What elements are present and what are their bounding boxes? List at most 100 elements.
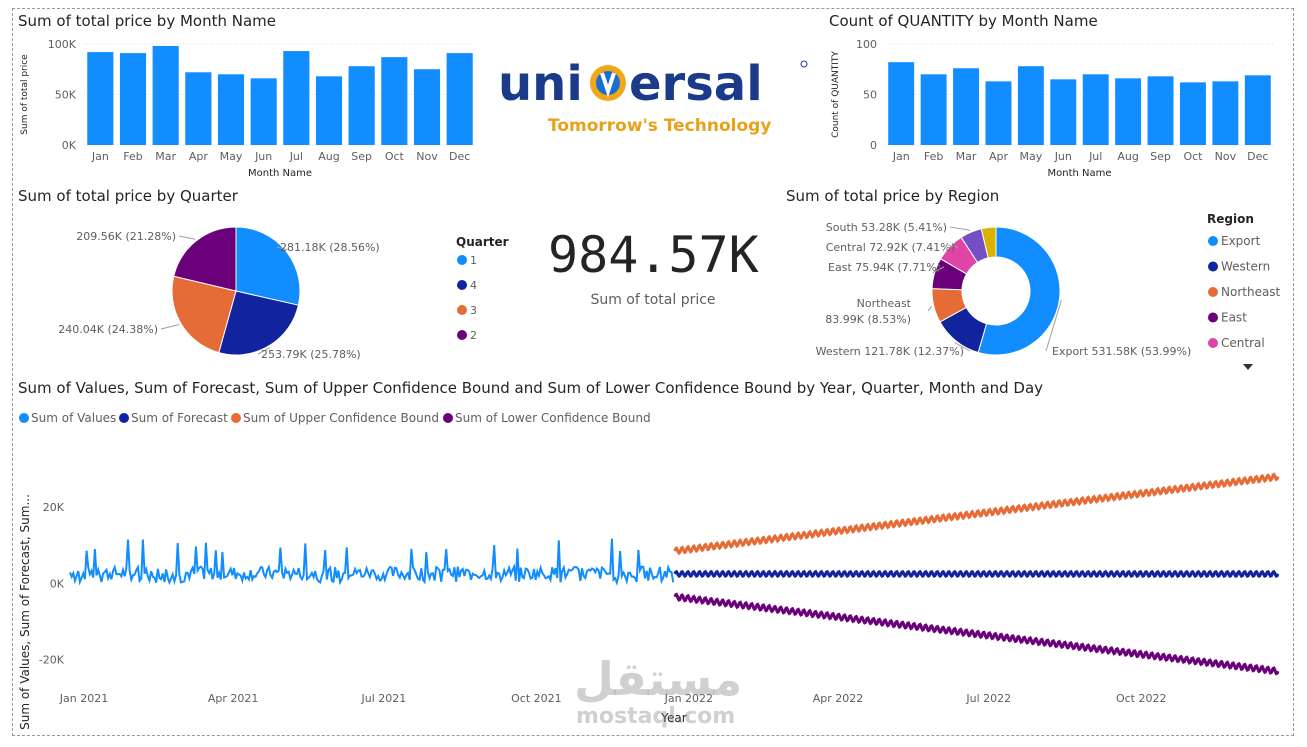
- bar: [315, 76, 343, 145]
- qty-by-month-visual[interactable]: Count of QUANTITY by Month Name 0 50 100 Ja…: [829, 12, 1289, 182]
- bar: [348, 66, 375, 145]
- kpi-card-label: Sum of total price: [590, 292, 716, 308]
- price-by-quarter-visual[interactable]: Sum of total price by Quarter 281.18K (2…: [18, 187, 538, 367]
- bar: [1050, 79, 1077, 145]
- kpi-card-value: 984.57K: [548, 226, 759, 284]
- legend-label: 1: [470, 254, 477, 267]
- bar: [1115, 78, 1142, 145]
- data-label: Central 72.92K (7.41%): [826, 241, 955, 254]
- legend-marker: [1208, 338, 1218, 348]
- y-tick-label: -20K: [39, 654, 65, 667]
- data-label: 281.18K (28.56%): [280, 241, 380, 254]
- legend-marker: [1208, 312, 1218, 323]
- bar: [381, 57, 408, 145]
- bar: [920, 74, 947, 145]
- bar: [1147, 76, 1174, 145]
- x-tick-label: Apr: [989, 150, 1009, 163]
- y-tick-label: 50: [863, 89, 877, 102]
- forecast-chart: Sum of Values Sum of Forecast Sum of Upper…: [18, 411, 1280, 730]
- x-tick-label: Mar: [155, 150, 176, 163]
- bar: [1082, 74, 1109, 145]
- legend-marker: [1208, 236, 1218, 246]
- y-tick-label: 0: [870, 139, 877, 152]
- visual-title: Sum of Values, Sum of Forecast, Sum of U…: [18, 379, 1044, 397]
- x-tick-label: Jul 2022: [965, 692, 1011, 705]
- leader-line: [954, 342, 971, 352]
- series-line: [673, 569, 1280, 579]
- legend-marker: [1208, 287, 1218, 297]
- bar: [1017, 66, 1044, 145]
- x-tick-label: Apr: [189, 150, 209, 163]
- data-label: Export 531.58K (53.99%): [1052, 345, 1191, 358]
- leader-line: [160, 324, 180, 330]
- x-axis-title: Year: [660, 711, 686, 725]
- bar: [119, 53, 147, 146]
- bar: [1244, 75, 1271, 145]
- legend-title: Quarter: [456, 235, 509, 249]
- price-by-quarter-chart: 281.18K (28.56%) 253.79K (25.78%) 240.04K …: [58, 226, 509, 361]
- x-tick-label: Jun: [1054, 150, 1072, 163]
- x-tick-label: Sep: [351, 150, 372, 163]
- data-label: Northeast: [857, 297, 912, 310]
- x-tick-label: Jan: [91, 150, 109, 163]
- logo-globe: [590, 65, 626, 101]
- logo-word-right: ersal: [629, 56, 763, 112]
- price-by-region-visual[interactable]: Sum of total price by Region Export 531.…: [786, 187, 1291, 377]
- qty-by-month-chart: 0 50 100 Jan Feb Mar Apr May Jun Jul Aug Sep Oct Nov D…: [831, 38, 1274, 179]
- x-tick-label: Aug: [318, 150, 339, 163]
- x-tick-label: Jul: [1088, 150, 1102, 163]
- x-tick-label: Dec: [1247, 150, 1268, 163]
- leader-line: [257, 347, 271, 355]
- data-label: 209.56K (21.28%): [76, 230, 176, 243]
- legend-label: 2: [470, 329, 477, 342]
- x-tick-label: Jan 2022: [664, 692, 713, 705]
- legend-title: Region: [1207, 212, 1254, 226]
- legend-label: Sum of Upper Confidence Bound: [243, 411, 439, 425]
- x-tick-label: Oct 2022: [1116, 692, 1167, 705]
- bar: [283, 51, 310, 145]
- visual-title: Count of QUANTITY by Month Name: [829, 12, 1098, 30]
- legend-scroll-down-icon[interactable]: [1241, 362, 1255, 372]
- bar: [446, 53, 473, 146]
- data-label: 253.79K (25.78%): [261, 348, 361, 361]
- pie-slice: [173, 226, 237, 292]
- leader-line: [932, 266, 945, 274]
- legend-label: East: [1221, 311, 1247, 325]
- price-by-month-visual[interactable]: Sum of total price by Month Name 0K 50K 10…: [18, 12, 498, 182]
- price-by-month-chart: 0K 50K 100K Jan Feb Mar Apr May Jun Jul Aug Sep Oct N…: [20, 38, 476, 179]
- x-tick-label: Apr 2022: [813, 692, 864, 705]
- x-tick-label: Dec: [449, 150, 470, 163]
- legend-marker: [457, 305, 467, 315]
- x-tick-label: Aug: [1117, 150, 1138, 163]
- legend-marker: [457, 280, 467, 290]
- bar: [888, 62, 915, 145]
- bar: [152, 46, 179, 145]
- x-tick-label: Jul: [289, 150, 303, 163]
- data-label: 83.99K (8.53%): [825, 313, 911, 326]
- y-tick-label: 100K: [48, 38, 77, 51]
- leader-line: [948, 244, 959, 248]
- y-axis-title: Count of QUANTITY: [831, 51, 841, 138]
- pie-slice: [980, 226, 997, 259]
- x-tick-label: Jul 2021: [361, 692, 407, 705]
- x-tick-label: May: [220, 150, 243, 163]
- legend-marker: [231, 413, 241, 423]
- y-tick-label: 0K: [50, 577, 65, 590]
- y-tick-label: 20K: [43, 501, 65, 514]
- data-label: East 75.94K (7.71%): [828, 261, 941, 274]
- logo-tagline: Tomorrow's Technology: [548, 116, 771, 136]
- x-tick-label: Mar: [956, 150, 977, 163]
- x-tick-label: Oct: [385, 150, 405, 163]
- forecast-visual[interactable]: Sum of Values, Sum of Forecast, Sum of U…: [18, 379, 1293, 734]
- legend-label: Central: [1221, 336, 1265, 350]
- legend-label: Sum of Values: [31, 411, 116, 425]
- legend-label: Sum of Forecast: [131, 411, 228, 425]
- x-tick-label: Jun: [254, 150, 272, 163]
- x-tick-label: Jan 2021: [59, 692, 108, 705]
- leader-line: [949, 226, 971, 231]
- legend-label: Sum of Lower Confidence Bound: [455, 411, 651, 425]
- leader-line: [1045, 300, 1062, 352]
- legend-label: Western: [1221, 260, 1270, 274]
- legend-label: 3: [470, 304, 477, 317]
- visual-title: Sum of total price by Quarter: [18, 187, 238, 205]
